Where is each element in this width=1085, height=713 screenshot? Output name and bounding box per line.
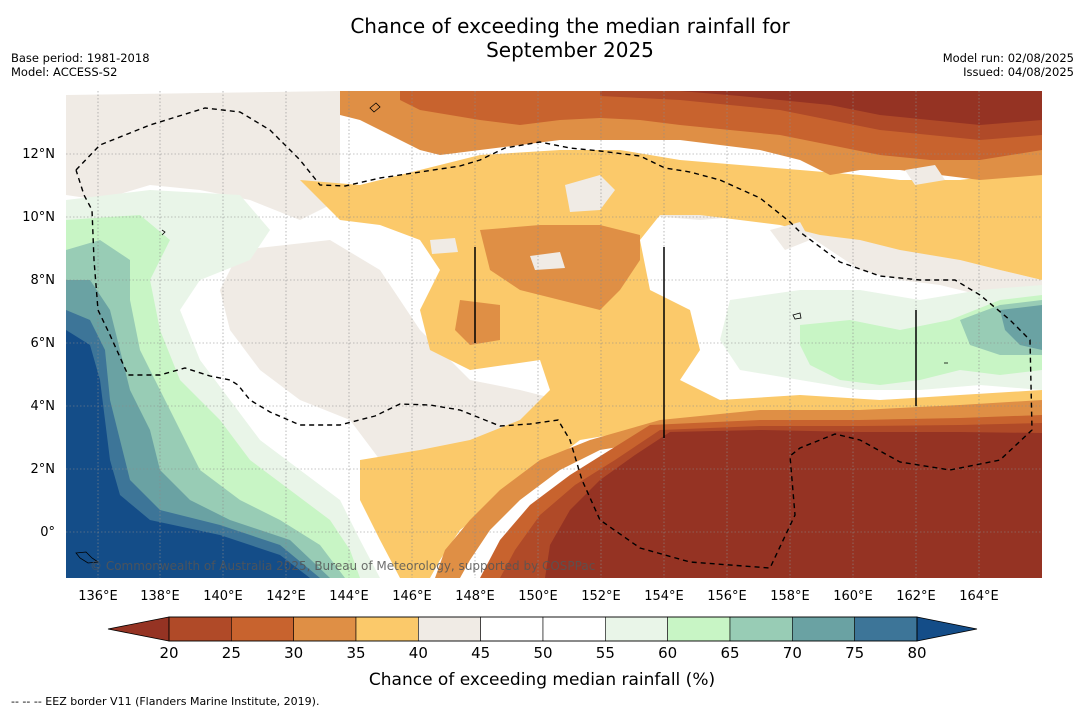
region-40-45: [66, 91, 1042, 520]
title-line-1: Chance of exceeding the median rainfall …: [350, 14, 790, 38]
colorbar-cell: [542, 616, 606, 642]
lat-label: 0°: [40, 525, 55, 540]
eez-meridian-lines: [474, 247, 917, 438]
colorbar-cell: [168, 616, 232, 642]
lat-label: 10°N: [22, 210, 55, 225]
lon-label: 142°E: [266, 589, 306, 604]
lon-label: 162°E: [896, 589, 936, 604]
longitude-labels: 136°E 138°E 140°E 142°E 144°E 146°E 148°…: [78, 589, 999, 604]
lon-label: 160°E: [833, 589, 873, 604]
lon-label: 138°E: [140, 589, 180, 604]
title-line-2: September 2025: [486, 38, 654, 62]
colorbar-cell: [293, 616, 357, 642]
colorbar-cell: [480, 616, 544, 642]
eez-footnote: -- -- -- EEZ border V11 (Flanders Marine…: [11, 695, 320, 708]
blob-light-2: [905, 165, 945, 185]
lon-label: 150°E: [518, 589, 558, 604]
colorbar-tick-label: 40: [409, 644, 428, 662]
colorbar-cell: [792, 616, 855, 642]
colorbar-tick-label: 20: [159, 644, 178, 662]
colorbar-under-arrow: [107, 616, 170, 642]
colorbar-label: Chance of exceeding median rainfall (%): [369, 670, 715, 690]
lon-label: 140°E: [203, 589, 243, 604]
colorbar-tick-label: 30: [284, 644, 303, 662]
lon-label: 154°E: [644, 589, 684, 604]
colorbar-cell: [605, 616, 668, 642]
latitude-labels: 12°N 10°N 8°N 6°N 4°N 2°N 0°: [22, 147, 55, 540]
lon-label: 164°E: [959, 589, 999, 604]
blob-light-1: [565, 175, 615, 212]
colorbar-tick-label: 25: [222, 644, 241, 662]
model-text: Model: ACCESS-S2: [11, 65, 118, 79]
colorbar-cell: [667, 616, 731, 642]
colorbar-tick-label: 55: [596, 644, 615, 662]
lat-label: 2°N: [31, 462, 56, 477]
issued-text: Issued: 04/08/2025: [963, 65, 1074, 79]
region-under-20: [545, 91, 1042, 578]
colorbar-cell: [854, 616, 918, 642]
lon-label: 146°E: [392, 589, 432, 604]
colorbar: 20 25 30 35 40 45 50 55 60 65 70 75 80 Chance of exc…: [107, 616, 978, 690]
lat-label: 6°N: [31, 336, 56, 351]
colorbar-tick-label: 50: [533, 644, 552, 662]
lat-label: 8°N: [31, 273, 56, 288]
colorbar-cell: [729, 616, 793, 642]
colorbar-tick-label: 80: [907, 644, 926, 662]
chart-title: Chance of exceeding the median rainfall …: [0, 14, 1085, 62]
lat-label: 12°N: [22, 147, 55, 162]
lon-label: 158°E: [770, 589, 810, 604]
blob-light-4: [530, 252, 565, 270]
colorbar-cell: [418, 616, 481, 642]
region-35-40: [300, 150, 1042, 578]
island-outlines: [75, 102, 948, 564]
model-run-text: Model run: 02/08/2025: [942, 51, 1074, 65]
colorbar-tick-label: 45: [471, 644, 490, 662]
lon-label: 148°E: [455, 589, 495, 604]
meta-left: Base period: 1981-2018 Model: ACCESS-S2: [11, 51, 150, 79]
lon-label: 136°E: [78, 589, 118, 604]
lon-label: 156°E: [707, 589, 747, 604]
colorbar-tick-label: 60: [658, 644, 677, 662]
base-period-text: Base period: 1981-2018: [11, 51, 150, 65]
colorbar-cells: [168, 616, 918, 642]
region-east-70-75: [1000, 305, 1042, 350]
lon-label: 144°E: [329, 589, 369, 604]
region-over-80: [66, 330, 310, 578]
eez-border: [75, 107, 1033, 569]
lon-label: 152°E: [581, 589, 621, 604]
colorbar-over-arrow: [916, 616, 978, 642]
colorbar-tick-label: 70: [783, 644, 802, 662]
lat-label: 4°N: [31, 399, 56, 414]
copyright-credit: © Commonwealth of Australia 2025, Bureau…: [90, 559, 595, 573]
graticule: [66, 91, 1042, 578]
colorbar-tick-label: 65: [720, 644, 739, 662]
colorbar-ticks: 20 25 30 35 40 45 50 55 60 65 70 75 80: [159, 644, 926, 662]
colorbar-tick-label: 75: [845, 644, 864, 662]
colorbar-tick-label: 35: [346, 644, 365, 662]
colorbar-cell: [355, 616, 419, 642]
colorbar-outline: [168, 616, 918, 642]
blob-light-3: [430, 238, 458, 254]
colorbar-cell: [231, 616, 294, 642]
meta-right: Model run: 02/08/2025 Issued: 04/08/2025: [943, 51, 1074, 79]
rainfall-map: © Commonwealth of Australia 2025, Bureau…: [66, 91, 1042, 578]
